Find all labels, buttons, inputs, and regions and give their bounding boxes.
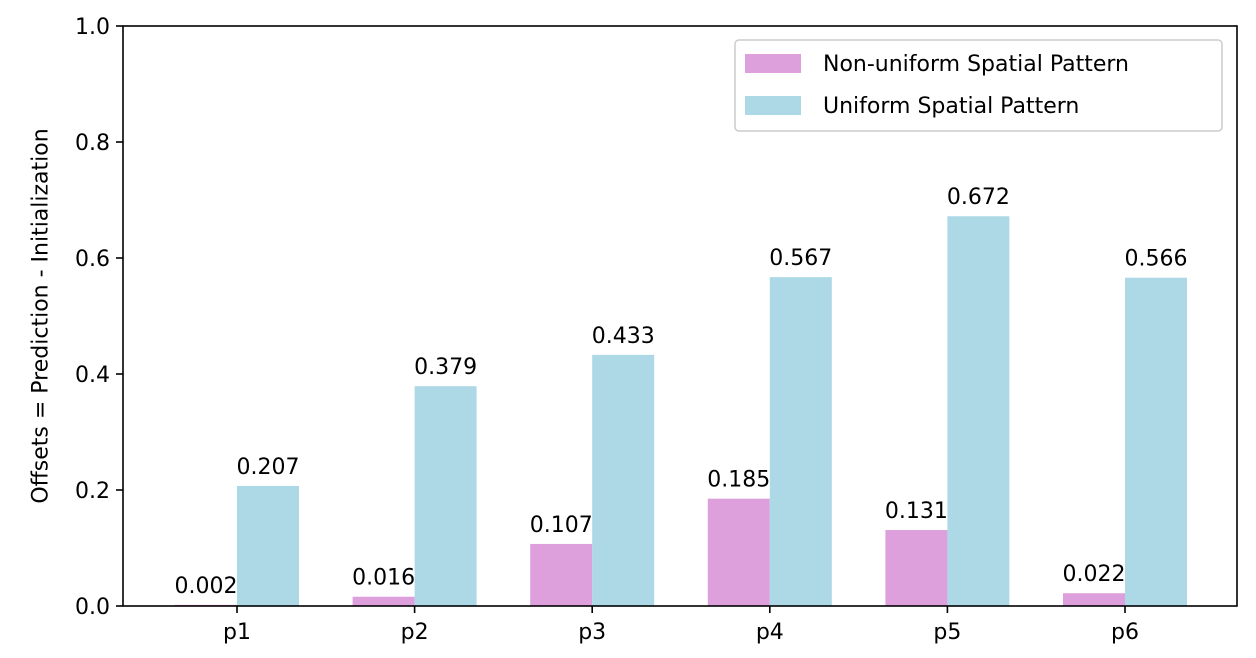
bar-non-uniform-p6 bbox=[1063, 593, 1125, 606]
y-tick-label: 0.0 bbox=[75, 595, 110, 620]
bar-uniform-p4 bbox=[769, 277, 832, 606]
bar-uniform-p5 bbox=[947, 216, 1010, 607]
bar-non-uniform-p4 bbox=[707, 498, 770, 606]
x-tick-label-p4: p4 bbox=[756, 620, 784, 645]
x-tick-label-p3: p3 bbox=[578, 620, 606, 645]
legend-swatch-non-uniform bbox=[745, 54, 801, 73]
bar-uniform-p1 bbox=[237, 485, 299, 606]
bars-layer bbox=[175, 216, 1187, 607]
bar-uniform-p6 bbox=[1125, 277, 1187, 606]
data-label-non-uniform-p6: 0.022 bbox=[1063, 562, 1126, 587]
legend-label-non-uniform: Non-uniform Spatial Pattern bbox=[823, 52, 1129, 77]
x-tick-label-p5: p5 bbox=[933, 620, 961, 645]
y-axis: 0.0 0.2 0.4 0.6 0.8 1.0 bbox=[75, 15, 123, 620]
legend-box bbox=[734, 39, 1223, 132]
legend: Non-uniform Spatial Pattern Uniform Spat… bbox=[734, 39, 1223, 132]
data-label-non-uniform-p2: 0.016 bbox=[352, 566, 415, 591]
data-label-uniform-p2: 0.379 bbox=[414, 355, 477, 380]
y-tick-label: 0.8 bbox=[75, 131, 110, 156]
data-label-uniform-p1: 0.207 bbox=[237, 455, 300, 480]
data-label-non-uniform-p1: 0.002 bbox=[175, 574, 238, 599]
bar-non-uniform-p2 bbox=[352, 596, 415, 606]
y-tick-label: 0.6 bbox=[75, 247, 110, 272]
legend-label-uniform: Uniform Spatial Pattern bbox=[823, 94, 1079, 119]
y-tick-label: 1.0 bbox=[75, 15, 110, 40]
bar-uniform-p3 bbox=[592, 354, 655, 606]
y-tick-label: 0.4 bbox=[75, 363, 110, 388]
y-tick-label: 0.2 bbox=[75, 479, 110, 504]
bar-non-uniform-p5 bbox=[885, 530, 948, 606]
x-tick-label-p1: p1 bbox=[223, 620, 251, 645]
x-tick-label-p6: p6 bbox=[1111, 620, 1139, 645]
x-axis: p1 p2 p3 p4 p5 p6 bbox=[223, 606, 1139, 645]
data-label-uniform-p4: 0.567 bbox=[769, 246, 832, 271]
bar-uniform-p2 bbox=[414, 386, 477, 606]
legend-swatch-uniform bbox=[745, 96, 801, 115]
plot-frame bbox=[122, 25, 1238, 607]
data-label-non-uniform-p5: 0.131 bbox=[885, 499, 948, 524]
data-label-uniform-p5: 0.672 bbox=[947, 185, 1010, 210]
data-label-uniform-p3: 0.433 bbox=[592, 324, 655, 349]
data-label-non-uniform-p3: 0.107 bbox=[530, 513, 593, 538]
x-tick-label-p2: p2 bbox=[401, 620, 429, 645]
y-axis-title: Offsets = Prediction - Initialization bbox=[29, 128, 54, 503]
data-label-uniform-p6: 0.566 bbox=[1125, 247, 1188, 272]
data-labels-layer: 0.002 0.016 0.107 0.185 0.131 0.022 0.207 0.379… bbox=[175, 185, 1188, 599]
data-label-non-uniform-p4: 0.185 bbox=[707, 468, 770, 493]
bar-non-uniform-p3 bbox=[530, 543, 593, 606]
